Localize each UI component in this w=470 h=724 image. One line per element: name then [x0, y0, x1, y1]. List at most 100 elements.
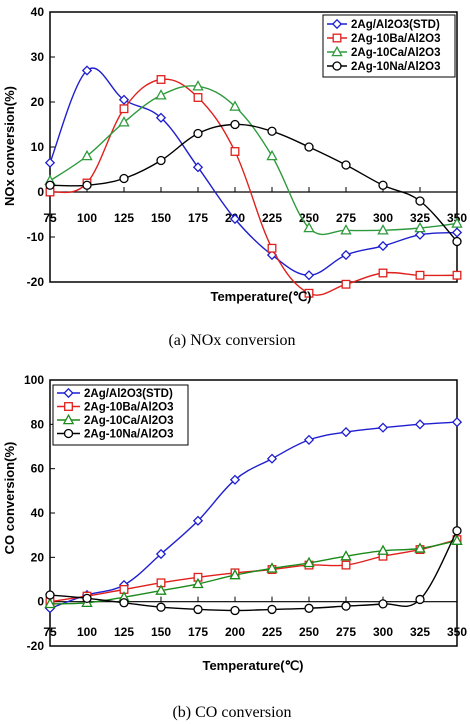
- nox-point-2ag-al2o3-std: [340, 249, 352, 261]
- co-point-2ag-10na-al2o3: [193, 604, 203, 615]
- nox-y-tick-label: -20: [27, 275, 45, 289]
- co-y-tick-label: 60: [31, 462, 45, 476]
- co-point-2ag-10ca-al2o3: [266, 562, 278, 573]
- nox-x-tick-label: 75: [43, 211, 57, 225]
- co-point-2ag-al2o3-std: [451, 416, 463, 428]
- nox-point-2ag-10ca-al2o3: [414, 221, 426, 233]
- co-y-tick-label: -20: [27, 639, 45, 653]
- nox-point-2ag-10na-al2o3: [45, 180, 55, 190]
- nox-line-2ag-al2o3-std: [49, 67, 458, 277]
- co-point-2ag-10na-al2o3: [156, 602, 166, 612]
- nox-point-2ag-10ba-al2o3: [119, 104, 129, 114]
- nox-y-tick-label: 20: [31, 95, 45, 109]
- nox-y-tick-label: 30: [31, 50, 45, 64]
- co-point-2ag-10na-al2o3: [415, 594, 425, 605]
- co-point-2ag-10ca-al2o3: [303, 556, 315, 568]
- nox-point-2ag-al2o3-std: [155, 112, 167, 123]
- co-point-2ag-10ba-al2o3: [341, 560, 351, 570]
- nox-point-2ag-al2o3-std: [414, 229, 426, 240]
- co-point-2ag-10na-al2o3: [82, 593, 92, 603]
- nox-point-2ag-10ba-al2o3: [193, 93, 203, 102]
- co-point-2ag-10ca-al2o3: [414, 542, 426, 553]
- nox-legend-label: 2Ag/Al2O3(STD): [351, 19, 440, 31]
- co-point-2ag-al2o3-std: [340, 426, 352, 438]
- co-x-tick-label: 100: [77, 625, 97, 639]
- co-x-axis-ticks: 75 100 125 150 175 200 225 250 275 300 325 350: [43, 596, 467, 639]
- co-y-tick-label: 80: [31, 417, 45, 431]
- nox-point-2ag-10na-al2o3: [82, 180, 92, 190]
- nox-point-2ag-10ba-al2o3: [415, 270, 425, 280]
- nox-point-2ag-10na-al2o3: [378, 180, 388, 190]
- nox-x-tick-label: 275: [336, 211, 356, 225]
- nox-point-2ag-10ba-al2o3: [304, 288, 314, 298]
- co-y-tick-label: 0: [37, 595, 44, 609]
- co-legend-swatch-marker: [63, 387, 74, 399]
- nox-point-2ag-10ca-al2o3: [340, 224, 352, 235]
- nox-point-2ag-10na-al2o3: [304, 142, 314, 152]
- co-legend-swatch-marker: [64, 402, 73, 411]
- co-point-2ag-al2o3-std: [192, 515, 204, 526]
- nox-point-2ag-10na-al2o3: [267, 126, 277, 136]
- co-point-2ag-al2o3-std: [377, 422, 389, 433]
- nox-point-2ag-al2o3-std: [118, 94, 130, 105]
- co-series-2ag-10ba-al2o3: [45, 535, 462, 607]
- co-point-2ag-10ca-al2o3: [229, 568, 241, 580]
- nox-series-2ag-10ba-al2o3: [45, 75, 462, 298]
- nox-point-2ag-10na-al2o3: [193, 128, 203, 139]
- chart-co: -20 0 20 40 60 80 100 75 100 125 150 175 200 225 250 2…: [2, 373, 467, 721]
- co-point-2ag-al2o3-std: [155, 548, 167, 560]
- nox-point-2ag-10ca-al2o3: [229, 100, 241, 111]
- co-x-tick-label: 250: [299, 625, 319, 639]
- co-point-2ag-10na-al2o3: [267, 604, 277, 615]
- co-point-2ag-al2o3-std: [266, 453, 278, 464]
- co-point-2ag-10ca-al2o3: [377, 544, 389, 555]
- co-point-2ag-al2o3-std: [229, 474, 241, 485]
- co-line-2ag-10ca-al2o3: [49, 540, 458, 605]
- nox-point-2ag-10ca-al2o3: [303, 221, 315, 233]
- co-point-2ag-10na-al2o3: [304, 603, 314, 613]
- nox-point-2ag-10ca-al2o3: [451, 217, 463, 228]
- co-point-2ag-10na-al2o3: [341, 601, 351, 611]
- co-caption: (b) CO conversion: [172, 704, 291, 721]
- nox-legend-swatch-marker: [331, 45, 343, 57]
- nox-caption: (a) NOx conversion: [168, 332, 295, 349]
- co-point-2ag-10ca-al2o3: [44, 597, 56, 609]
- co-y-tick-label: 20: [31, 550, 45, 564]
- nox-point-2ag-10ca-al2o3: [192, 80, 204, 91]
- nox-point-2ag-10ba-al2o3: [267, 243, 277, 253]
- nox-x-tick-label: 100: [77, 211, 97, 225]
- co-x-tick-label: 75: [43, 625, 57, 639]
- nox-x-tick-label: 175: [188, 211, 208, 225]
- nox-point-2ag-al2o3-std: [44, 157, 56, 168]
- co-line-2ag-al2o3-std: [49, 421, 458, 609]
- nox-point-2ag-al2o3-std: [192, 162, 204, 173]
- nox-x-axis-label: Temperature(℃): [210, 289, 311, 304]
- nox-point-2ag-10na-al2o3: [230, 119, 240, 130]
- nox-point-2ag-10na-al2o3: [119, 173, 129, 184]
- co-legend: 2Ag/Al2O3(STD) 2Ag-10Ba/Al2O32Ag-10Ca/Al2…: [52, 384, 189, 446]
- co-point-2ag-10na-al2o3: [45, 590, 55, 600]
- co-series-2ag-10ca-al2o3: [44, 534, 463, 609]
- co-point-2ag-10na-al2o3: [452, 526, 462, 536]
- co-point-2ag-10ca-al2o3: [340, 550, 352, 561]
- nox-x-tick-label: 225: [262, 211, 282, 225]
- nox-legend-label: 2Ag-10Na/Al2O3: [351, 61, 440, 73]
- co-legend-swatch-marker: [62, 413, 75, 425]
- co-series-2ag-10na-al2o3: [45, 526, 462, 616]
- co-y-axis-label: CO conversion(%): [2, 442, 17, 555]
- co-point-2ag-al2o3-std: [414, 419, 426, 430]
- nox-series-2ag-10na-al2o3: [45, 119, 462, 247]
- co-point-2ag-al2o3-std: [303, 434, 315, 445]
- co-x-tick-label: 200: [225, 625, 245, 639]
- nox-y-tick-label: -10: [27, 230, 45, 244]
- nox-line-2ag-10na-al2o3: [49, 123, 458, 242]
- nox-point-2ag-al2o3-std: [81, 65, 93, 76]
- co-y-tick-label: 100: [24, 373, 44, 387]
- nox-legend-swatch-marker: [331, 18, 343, 30]
- co-line-2ag-10ba-al2o3: [49, 538, 458, 603]
- nox-point-2ag-10ca-al2o3: [155, 89, 167, 100]
- nox-point-2ag-10ba-al2o3: [156, 75, 166, 84]
- co-legend-swatch-marker: [63, 428, 74, 439]
- nox-point-2ag-10ca-al2o3: [266, 149, 278, 161]
